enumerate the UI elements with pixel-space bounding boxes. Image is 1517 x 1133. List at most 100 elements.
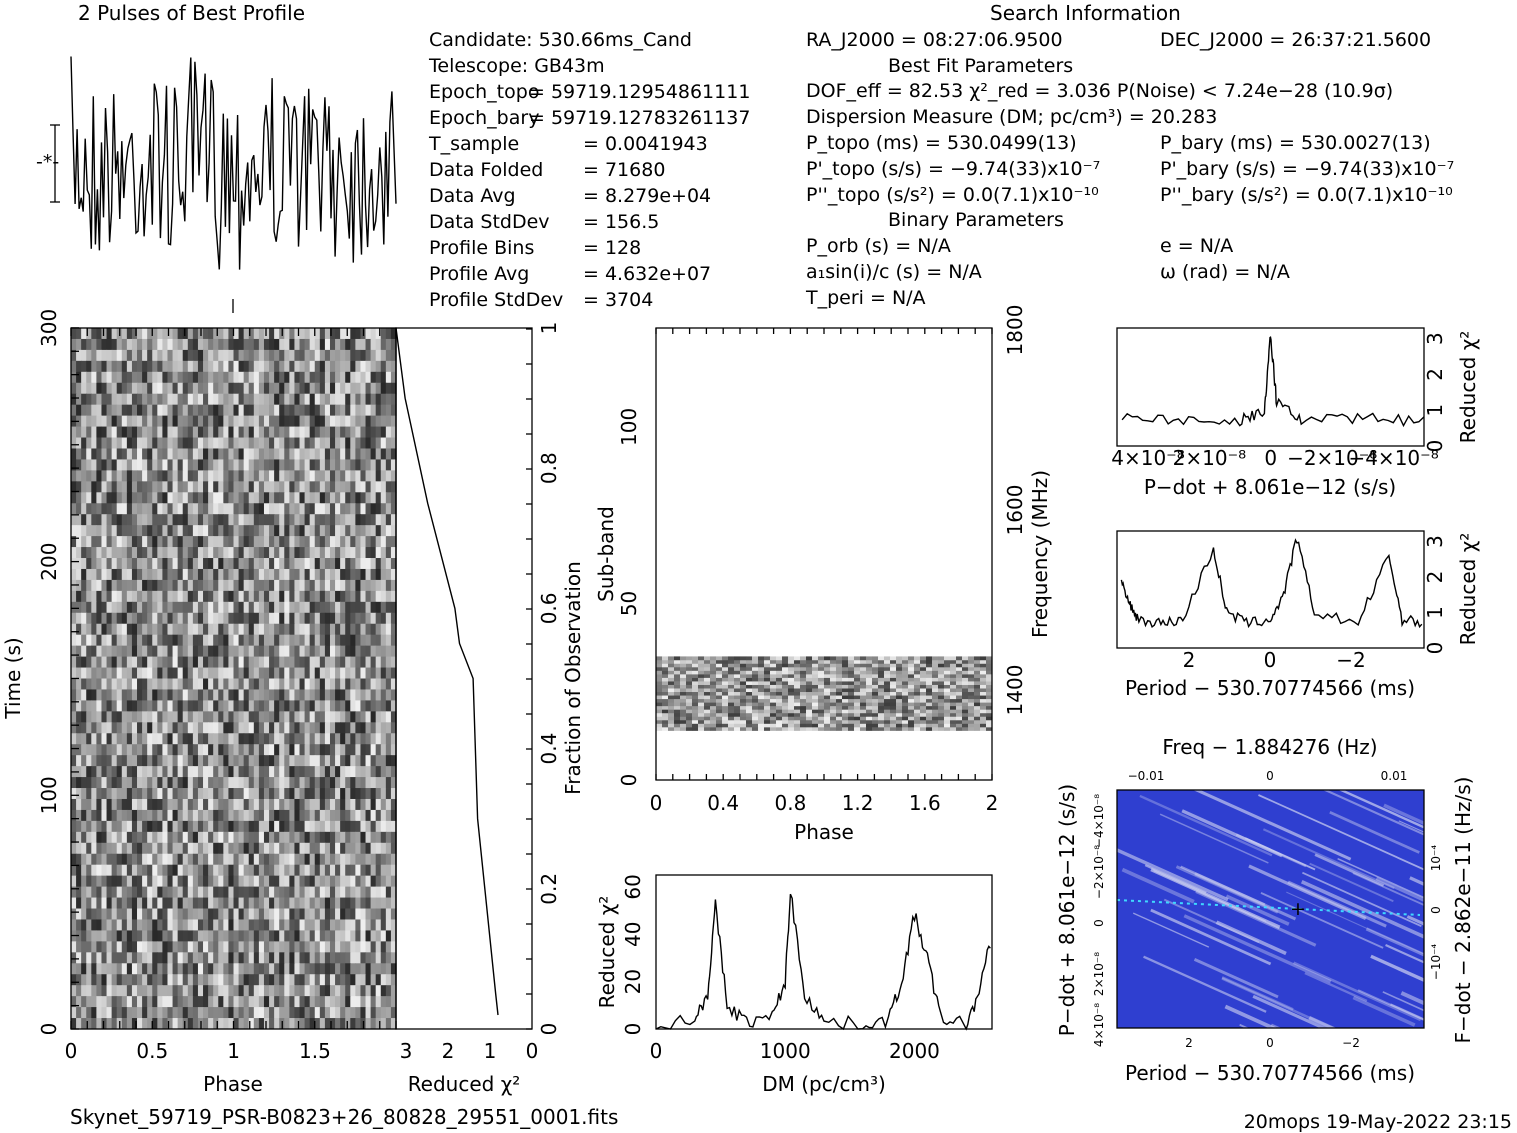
time-phase-cell xyxy=(335,788,341,800)
time-phase-cell xyxy=(294,448,301,460)
time-phase-cell xyxy=(96,525,103,537)
time-phase-cell xyxy=(162,667,169,679)
time-phase-cell xyxy=(340,755,346,767)
time-phase-cell xyxy=(187,525,194,537)
subband-cell xyxy=(830,716,837,721)
time-phase-cell xyxy=(152,831,158,844)
time-phase-cell xyxy=(192,963,199,975)
time-phase-cell xyxy=(152,426,158,438)
time-phase-cell xyxy=(203,733,209,745)
time-phase-cell xyxy=(71,448,77,460)
time-phase-cell xyxy=(253,678,260,690)
time-phase-cell xyxy=(299,864,306,877)
time-phase-cell xyxy=(294,415,301,427)
time-phase-cell xyxy=(319,492,326,504)
time-phase-cell xyxy=(380,820,387,833)
time-phase-cell xyxy=(111,864,118,877)
time-phase-cell xyxy=(172,755,179,767)
time-phase-cell xyxy=(304,930,311,942)
time-phase-cell xyxy=(314,897,321,909)
time-phase-cell xyxy=(81,744,87,756)
time-phase-cell xyxy=(172,404,179,417)
time-phase-cell xyxy=(269,459,275,471)
time-phase-cell xyxy=(223,963,230,975)
time-phase-cell xyxy=(137,404,143,417)
time-phase-cell xyxy=(213,558,219,570)
time-phase-cell xyxy=(121,952,128,964)
time-phase-cell xyxy=(91,667,97,679)
time-phase-cell xyxy=(96,667,103,679)
time-phase-cell xyxy=(248,952,255,964)
time-phase-cell xyxy=(192,919,199,931)
time-phase-cell xyxy=(319,930,326,942)
time-phase-cell xyxy=(197,415,204,427)
time-phase-cell xyxy=(269,503,275,515)
time-phase-cell xyxy=(233,733,240,745)
info-label: Profile StdDev xyxy=(429,289,563,311)
time-phase-cell xyxy=(345,711,351,723)
time-phase-cell xyxy=(121,382,128,395)
time-phase-cell xyxy=(238,809,245,822)
time-phase-cell xyxy=(360,481,367,493)
time-phase-cell xyxy=(137,612,143,625)
time-phase-cell xyxy=(137,645,143,657)
time-phase-cell xyxy=(131,634,138,647)
time-phase-cell xyxy=(370,503,377,515)
time-phase-cell xyxy=(243,897,250,909)
time-phase-cell xyxy=(91,601,97,614)
time-phase-cell xyxy=(137,842,143,855)
time-phase-cell xyxy=(324,853,331,866)
time-phase-cell xyxy=(314,722,321,734)
time-phase-cell xyxy=(147,404,153,417)
time-phase-cell xyxy=(335,601,341,614)
time-phase-cell xyxy=(263,547,270,559)
time-phase-cell xyxy=(142,503,148,515)
time-phase-cell xyxy=(319,996,326,1008)
time-phase-cell xyxy=(208,809,214,822)
time-phase-cell xyxy=(345,590,351,603)
time-phase-cell xyxy=(218,908,224,920)
subband-cell xyxy=(962,723,969,728)
time-phase-cell xyxy=(314,919,321,931)
subband-cell xyxy=(764,723,771,728)
subband-cell xyxy=(770,702,777,707)
time-phase-cell xyxy=(101,766,108,778)
time-phase-cell xyxy=(335,547,341,559)
time-phase-cell xyxy=(284,459,290,471)
time-phase-cell xyxy=(228,338,235,351)
subband-cell xyxy=(938,716,945,721)
time-phase-cell xyxy=(238,393,245,406)
subband-cell xyxy=(824,716,831,721)
time-phase-cell xyxy=(152,448,158,460)
time-phase-cell xyxy=(243,415,250,427)
time-phase-cell xyxy=(319,678,326,690)
time-phase-cell xyxy=(269,525,275,537)
subband-cell xyxy=(686,719,693,724)
time-phase-cell xyxy=(345,1007,351,1019)
time-phase-cell xyxy=(106,382,113,395)
time-phase-cell xyxy=(197,678,204,690)
time-phase-cell xyxy=(324,744,331,756)
subband-cell xyxy=(686,695,693,700)
time-phase-cell xyxy=(314,437,321,449)
time-phase-cell xyxy=(258,656,265,668)
time-phase-cell xyxy=(147,678,153,690)
subband-cell xyxy=(896,684,903,689)
time-phase-cell xyxy=(314,590,321,603)
time-phase-cell xyxy=(335,514,341,526)
time-phase-cell xyxy=(360,820,367,833)
time-phase-cell xyxy=(299,601,306,614)
time-phase-cell xyxy=(289,809,296,822)
time-phase-cell xyxy=(294,831,301,844)
time-phase-cell xyxy=(126,656,133,668)
time-phase-cell xyxy=(319,437,326,449)
subband-cell xyxy=(812,691,819,696)
time-phase-cell xyxy=(269,404,275,417)
subband-cell xyxy=(950,709,957,714)
time-phase-cell xyxy=(390,558,397,570)
time-phase-cell xyxy=(101,974,108,986)
time-phase-cell xyxy=(329,930,336,942)
time-phase-cell xyxy=(76,623,82,636)
time-phase-cell xyxy=(203,919,209,931)
time-phase-cell xyxy=(76,831,82,844)
